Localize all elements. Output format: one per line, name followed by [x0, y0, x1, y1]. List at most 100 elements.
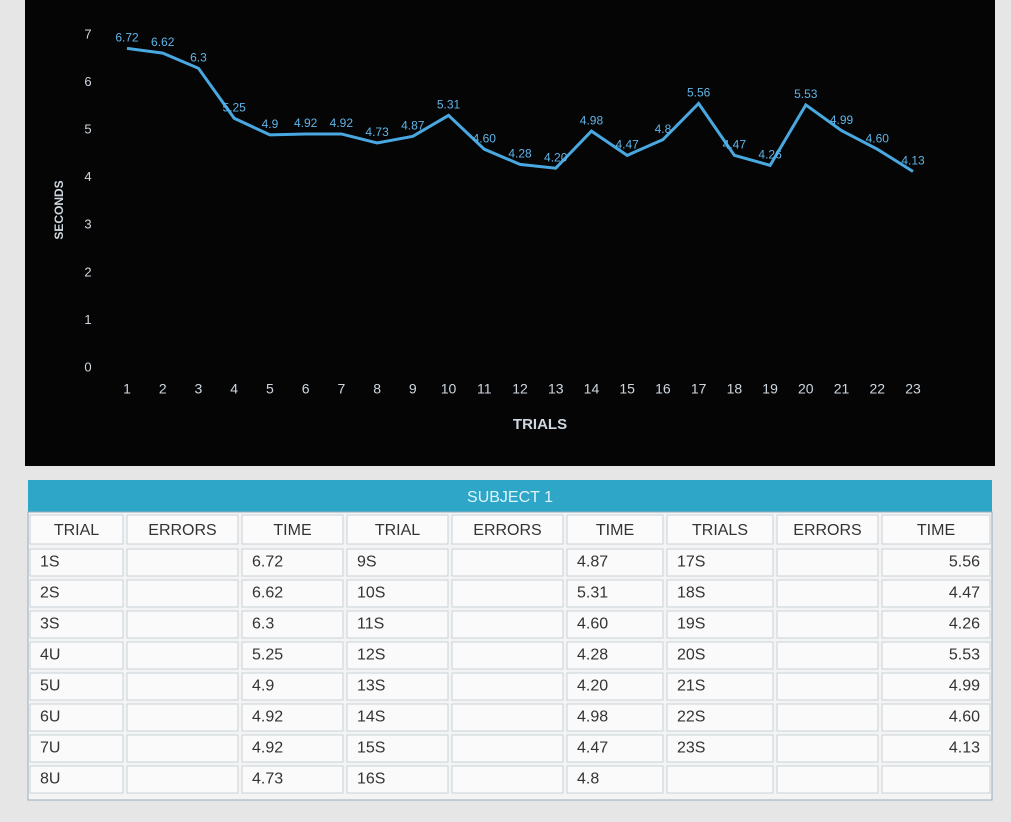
x-tick-label: 12 [512, 381, 528, 397]
cell-text: 11S [357, 616, 384, 633]
cell [451, 641, 564, 670]
cell [881, 548, 991, 577]
cell-text: 6.62 [252, 585, 283, 602]
header-text: TRIAL [54, 522, 99, 539]
cell [566, 579, 664, 608]
cell [566, 548, 664, 577]
header-cell [126, 514, 239, 545]
cell [29, 672, 124, 701]
cell [451, 579, 564, 608]
header-text: TIME [917, 522, 955, 539]
cell [566, 610, 664, 639]
cell [126, 672, 239, 701]
data-label: 4.92 [294, 116, 318, 130]
cell-text: 4.92 [252, 740, 283, 757]
y-tick-label: 1 [84, 312, 91, 327]
cell-text: 2S [40, 585, 60, 602]
x-tick-label: 5 [266, 381, 274, 397]
cell-text: 5.31 [577, 585, 608, 602]
cell [776, 641, 879, 670]
cell [776, 672, 879, 701]
cell-text: 4.99 [949, 678, 980, 695]
x-tick-label: 10 [441, 381, 457, 397]
cell-text: 7U [40, 740, 60, 757]
x-tick-label: 13 [548, 381, 564, 397]
x-tick-label: 2 [159, 381, 167, 397]
x-tick-label: 22 [869, 381, 885, 397]
x-tick-label: 6 [302, 381, 310, 397]
cell [666, 548, 774, 577]
cell [29, 610, 124, 639]
cell [881, 641, 991, 670]
x-tick-label: 9 [409, 381, 417, 397]
data-label: 6.72 [115, 30, 139, 44]
cell [29, 734, 124, 763]
cell [776, 703, 879, 732]
y-tick-label: 5 [84, 122, 91, 137]
cell [881, 765, 991, 794]
data-label: 4.73 [365, 125, 389, 139]
data-label: 4.20 [544, 150, 568, 164]
x-tick-label: 8 [373, 381, 381, 397]
cell [666, 579, 774, 608]
cell-text: 1S [40, 554, 60, 571]
data-label: 4.92 [330, 116, 354, 130]
cell [29, 765, 124, 794]
cell [451, 765, 564, 794]
cell-text: 19S [677, 616, 705, 633]
cell [776, 734, 879, 763]
cell-text: 4U [40, 647, 60, 664]
cell [346, 703, 449, 732]
cell [666, 672, 774, 701]
cell [29, 641, 124, 670]
cell-text: 4.47 [949, 585, 980, 602]
cell [126, 703, 239, 732]
cell [776, 610, 879, 639]
cell [241, 765, 344, 794]
header-text: ERRORS [473, 522, 541, 539]
cell [241, 734, 344, 763]
y-axis-label: SECONDS [52, 180, 66, 239]
cell [29, 548, 124, 577]
cell-text: 12S [357, 647, 385, 664]
x-tick-label: 11 [477, 381, 492, 397]
cell-text: 4.20 [577, 678, 608, 695]
data-label: 4.13 [901, 154, 925, 168]
cell-text: 5.25 [252, 647, 283, 664]
header-cell [29, 514, 124, 545]
y-tick-label: 6 [84, 74, 91, 89]
cell [346, 765, 449, 794]
cell [776, 765, 879, 794]
cell [566, 765, 664, 794]
cell [241, 548, 344, 577]
cell [29, 703, 124, 732]
cell-text: 14S [357, 709, 385, 726]
y-tick-label: 3 [84, 217, 91, 232]
cell [241, 672, 344, 701]
x-tick-label: 7 [337, 381, 345, 397]
header-text: TRIALS [692, 522, 748, 539]
cell-text: 4.98 [577, 709, 608, 726]
header-cell [881, 514, 991, 545]
cell [241, 641, 344, 670]
header-cell [451, 514, 564, 545]
x-tick-label: 18 [727, 381, 743, 397]
cell [566, 641, 664, 670]
cell [881, 672, 991, 701]
header-text: TIME [596, 522, 634, 539]
cell [451, 672, 564, 701]
cell [451, 610, 564, 639]
table-title: SUBJECT 1 [467, 489, 553, 506]
cell [451, 548, 564, 577]
y-tick-label: 2 [84, 264, 91, 279]
cell-text: 6.3 [252, 616, 274, 633]
cell [241, 703, 344, 732]
data-label: 4.26 [758, 148, 782, 162]
cell [346, 672, 449, 701]
cell-text: 13S [357, 678, 385, 695]
x-axis-label: TRIALS [513, 416, 567, 433]
data-label: 5.53 [794, 87, 818, 101]
chart-background [25, 0, 995, 466]
